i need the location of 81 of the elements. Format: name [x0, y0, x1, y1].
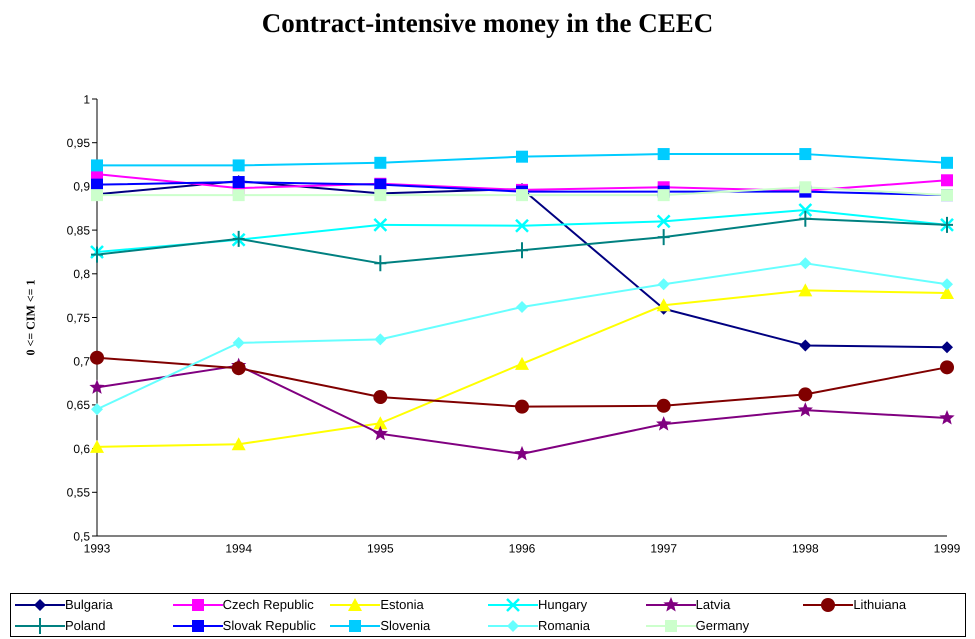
point — [373, 390, 388, 404]
y-tick-label: 0,55 — [66, 486, 90, 500]
y-tick-label: 0,65 — [66, 398, 90, 412]
point — [941, 156, 953, 169]
y-axis-title: 0 <= CIM <= 1 — [23, 279, 38, 356]
point — [516, 301, 528, 314]
x-tick-label: 1997 — [650, 542, 678, 556]
point — [90, 350, 104, 365]
y-tick-label: 0,75 — [66, 310, 90, 325]
point — [656, 298, 671, 312]
chart-title: Contract-intensive money in the CEEC — [260, 8, 714, 39]
point — [515, 241, 529, 260]
y-tick-label: 0,95 — [66, 136, 90, 150]
legend-label: Poland — [65, 618, 106, 633]
point — [232, 189, 245, 202]
point — [658, 148, 670, 160]
point — [514, 446, 530, 460]
point — [374, 333, 386, 346]
point — [91, 159, 103, 172]
point — [656, 228, 671, 246]
y-tick-label: 0,5 — [73, 529, 90, 544]
legend-label: Czech Republic — [222, 597, 314, 612]
point — [232, 336, 245, 349]
point — [89, 379, 105, 394]
point — [799, 181, 812, 194]
point — [232, 361, 246, 376]
y-tick-label: 0,9 — [73, 180, 90, 194]
point — [799, 148, 812, 160]
point — [656, 416, 672, 431]
legend-label: Bulgaria — [65, 597, 113, 612]
x-tick-label: 1995 — [366, 542, 394, 556]
point — [372, 426, 388, 440]
point — [798, 210, 812, 228]
point — [798, 402, 813, 417]
point — [515, 356, 529, 370]
point — [799, 339, 812, 352]
point — [91, 403, 103, 416]
point — [514, 218, 530, 233]
point — [658, 278, 670, 290]
legend-label: Lithuiana — [853, 597, 906, 612]
legend-label: Estonia — [380, 597, 424, 612]
point — [90, 440, 104, 453]
legend-label: Slovak Republic — [222, 618, 316, 633]
point — [941, 341, 953, 354]
point — [516, 189, 528, 202]
point — [941, 278, 953, 290]
point — [232, 437, 246, 450]
point — [90, 246, 104, 264]
point — [799, 257, 812, 270]
x-tick-label: 1993 — [84, 542, 111, 556]
point — [941, 174, 953, 186]
point — [515, 400, 529, 414]
point — [232, 230, 246, 248]
point — [656, 214, 671, 229]
y-tick-label: 0,8 — [73, 267, 90, 282]
legend-label: Romania — [538, 618, 590, 633]
x-tick-label: 1994 — [225, 542, 252, 556]
legend-label: Germany — [696, 618, 750, 633]
x-tick-label: 1996 — [508, 542, 536, 556]
x-tick-label: 1998 — [792, 542, 820, 556]
point — [798, 202, 813, 218]
point — [798, 387, 812, 402]
y-tick-label: 0,7 — [73, 354, 90, 368]
legend-label: Slovenia — [380, 618, 430, 633]
x-tick-label: 1999 — [934, 542, 961, 556]
point — [516, 150, 528, 163]
point — [940, 360, 954, 374]
y-tick-label: 0,85 — [66, 223, 90, 238]
y-tick-label: 1 — [83, 92, 90, 106]
point — [658, 189, 670, 202]
point — [232, 159, 245, 172]
point — [373, 254, 388, 272]
legend-label: Hungary — [538, 597, 588, 612]
point — [939, 410, 955, 424]
point — [373, 218, 388, 232]
point — [374, 156, 386, 169]
legend-label: Latvia — [696, 597, 730, 612]
point — [798, 283, 812, 296]
point — [656, 398, 671, 413]
point — [373, 416, 388, 430]
y-tick-label: 0,6 — [73, 442, 90, 456]
